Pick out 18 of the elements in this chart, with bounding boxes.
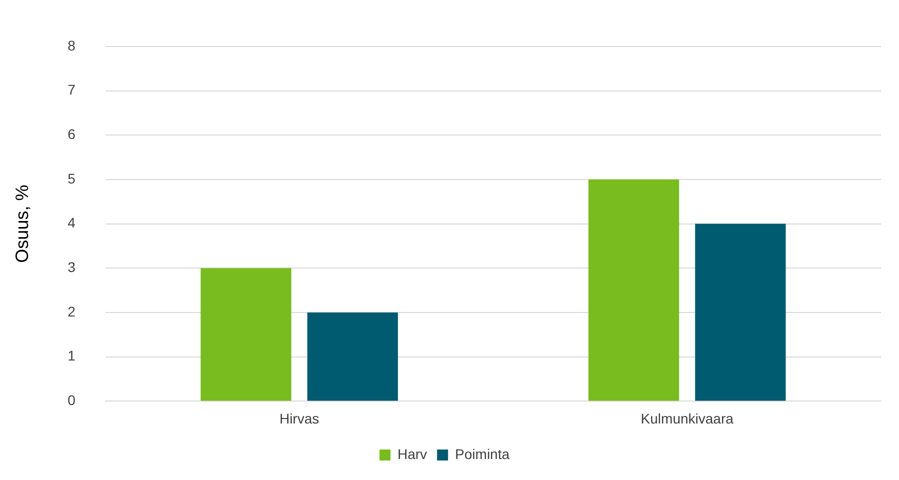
y-tick-label: 0: [68, 392, 76, 408]
y-tick-label: 3: [68, 259, 76, 276]
bar: [200, 268, 292, 401]
y-tick-label: 5: [68, 170, 76, 186]
legend-label: Harv: [397, 446, 428, 462]
bar: [695, 224, 786, 401]
y-tick-label: 2: [68, 303, 76, 320]
x-tick-label: Hirvas: [279, 410, 320, 426]
legend-label: Poiminta: [455, 446, 510, 462]
y-axis-title: Osuus, %: [12, 184, 32, 263]
x-tick-label: Kulmunkivaara: [640, 410, 734, 426]
y-tick-label: 4: [68, 214, 76, 231]
y-tick-label: 6: [68, 126, 76, 142]
y-tick-label: 7: [68, 82, 76, 98]
bar: [307, 312, 398, 401]
y-tick-label: 1: [68, 348, 76, 364]
bar: [588, 179, 680, 401]
y-tick-label: 8: [68, 37, 76, 54]
